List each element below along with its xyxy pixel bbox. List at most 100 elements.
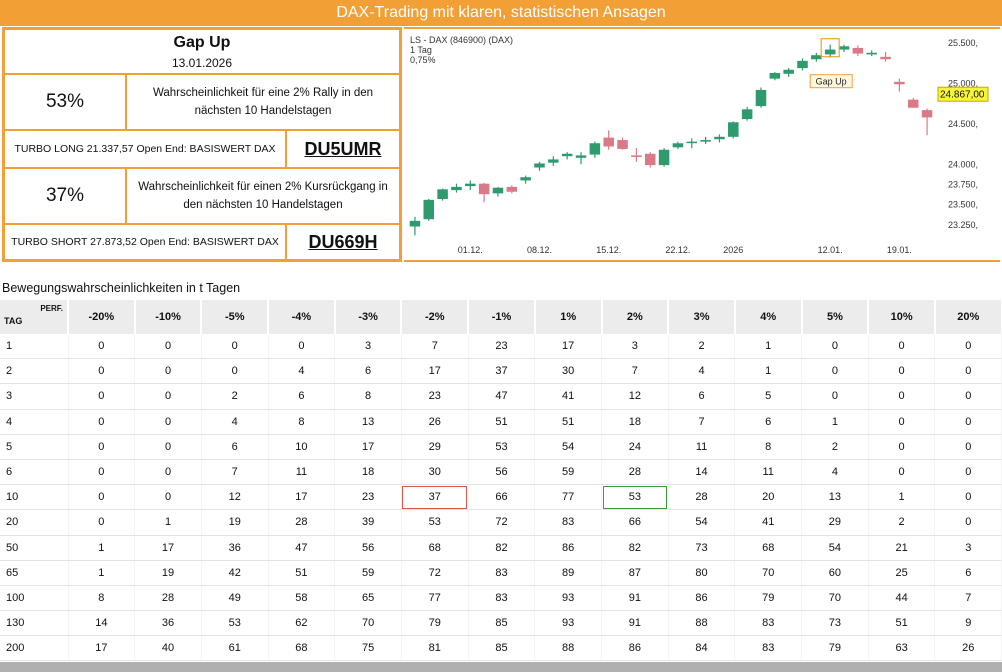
probability-cell: 0	[934, 409, 1002, 435]
day-cell: 6	[0, 459, 69, 486]
probability-cell: 14	[668, 459, 736, 486]
probability-cell: 11	[668, 434, 736, 460]
probability-cell: 23	[468, 334, 536, 360]
probability-cell: 0	[68, 409, 136, 435]
probability-cell: 70	[334, 610, 402, 637]
column-header: 2%	[601, 300, 670, 334]
column-header: -3%	[334, 300, 403, 334]
probability-cell: 91	[601, 585, 669, 612]
probability-cell: 86	[668, 585, 736, 612]
table-row: 65 1 19 42 51 59 72 83 89 87 80 70 60 25 6	[0, 560, 1002, 586]
probability-cell: 1	[868, 484, 936, 511]
probability-cell: 3	[934, 535, 1002, 561]
probability-cell: 7	[401, 334, 469, 360]
probability-cell: 62	[268, 610, 336, 637]
probability-cell: 3	[601, 334, 669, 360]
candle-body	[769, 72, 781, 79]
perf-label: PERF.	[40, 304, 63, 313]
probability-cell: 1	[801, 409, 869, 435]
probability-cell: 83	[734, 635, 803, 662]
probability-cell: 91	[601, 610, 669, 637]
turbo-long-code[interactable]: DU5UMR	[286, 130, 400, 168]
probability-cell: 7	[934, 585, 1002, 612]
signal-title: Gap Up	[173, 34, 231, 51]
gap-up-label: Gap Up	[816, 77, 847, 87]
probability-cell: 37	[468, 358, 536, 385]
probability-cell: 5	[734, 383, 803, 410]
candle-body	[658, 149, 670, 166]
day-cell: 65	[0, 560, 69, 586]
probability-cell: 41	[734, 509, 803, 536]
candle-body	[728, 122, 739, 137]
candle-body	[520, 177, 531, 181]
table-row: 100 8 28 49 58 65 77 83 93 91 86 79 70 44 7	[0, 585, 1002, 612]
day-cell: 3	[0, 383, 69, 410]
probability-cell: 77	[401, 585, 469, 612]
probability-cell: 72	[468, 509, 536, 536]
probability-cell: 0	[868, 358, 936, 385]
candle-body	[478, 183, 490, 195]
probability-cell: 30	[534, 358, 602, 385]
probability-cell: 59	[534, 459, 602, 486]
table-row: 200 17 40 61 68 75 81 85 88 86 84 83 79 63 26	[0, 635, 1002, 662]
probability-cell: 3	[334, 334, 402, 360]
probability-cell: 41	[534, 383, 602, 410]
probability-cell: 8	[268, 409, 336, 435]
probability-cell: 4	[201, 409, 269, 435]
up-probability-text: Wahrscheinlichkeit für eine 2% Rally in …	[126, 74, 400, 130]
table-row: 130 14 36 53 62 70 79 85 93 91 88 83 73 51 9	[0, 610, 1002, 637]
probability-cell: 30	[401, 459, 469, 486]
x-tick-label: 01.12.	[458, 245, 483, 255]
probability-cell: 77	[534, 484, 602, 511]
probability-cell: 8	[334, 383, 402, 410]
column-header: 20%	[934, 300, 1002, 334]
probability-cell: 79	[401, 610, 469, 637]
probability-cell: 23	[401, 383, 469, 410]
candle-body	[866, 52, 877, 55]
probability-cell: 54	[801, 535, 869, 561]
y-tick-label: 24.500,	[948, 119, 978, 129]
section-title: Bewegungswahrscheinlichkeiten in t Tagen	[2, 281, 241, 295]
probability-cell: 6	[934, 560, 1002, 586]
column-header: 4%	[734, 300, 803, 334]
probability-cell: 51	[534, 409, 602, 435]
probability-cell: 88	[668, 610, 736, 637]
probability-cell: 0	[868, 434, 936, 460]
probability-cell: 2	[668, 334, 736, 360]
column-header: -1%	[468, 300, 536, 334]
probability-cell: 60	[801, 560, 869, 586]
y-tick-label: 23.250,	[948, 220, 978, 230]
probability-cell: 13	[801, 484, 869, 511]
probability-cell: 93	[534, 610, 602, 637]
probability-cell: 75	[334, 635, 402, 662]
x-tick-label: 08.12.	[527, 245, 552, 255]
candle-body	[492, 187, 504, 194]
candle-body	[644, 153, 656, 166]
signal-panel: Gap Up 13.01.2026 53% Wahrscheinlichkeit…	[2, 27, 402, 262]
probability-cell: 0	[868, 409, 936, 435]
probability-cell: 70	[801, 585, 869, 612]
probability-cell: 54	[534, 434, 602, 460]
table-row: 50 1 17 36 47 56 68 82 86 82 73 68 54 21 3	[0, 535, 1002, 561]
chart-interval: 1 Tag	[410, 45, 432, 55]
probability-cell: 29	[801, 509, 869, 536]
day-cell: 200	[0, 635, 69, 662]
gap-up-marker	[820, 38, 840, 58]
probability-cell: 0	[934, 484, 1002, 511]
probability-cell: 9	[934, 610, 1002, 637]
price-label: 24.867,00	[940, 90, 985, 101]
x-tick-label: 12.01.	[818, 245, 843, 255]
probability-cell: 0	[134, 358, 202, 385]
probability-cell: 54	[668, 509, 736, 536]
probability-cell: 81	[401, 635, 469, 662]
probability-cell: 0	[801, 334, 869, 360]
column-header: -20%	[68, 300, 136, 334]
column-header: 3%	[668, 300, 736, 334]
probability-cell: 86	[601, 635, 669, 662]
down-probability-text: Wahrscheinlichkeit für einen 2% Kursrück…	[126, 168, 400, 224]
probability-cell: 72	[401, 560, 469, 586]
y-tick-label: 25.000,	[948, 78, 978, 88]
candle-body	[714, 136, 725, 140]
probability-cell: 80	[668, 560, 736, 586]
turbo-short-code[interactable]: DU669H	[286, 224, 400, 260]
